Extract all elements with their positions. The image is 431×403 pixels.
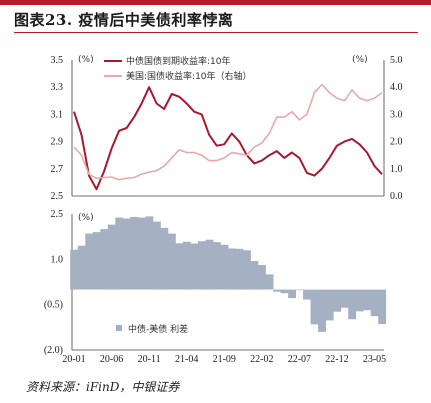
- spread-bar: [378, 289, 387, 325]
- spread-bar: [220, 244, 229, 290]
- spread-bar: [280, 289, 289, 294]
- right-axis-tick: 2.0: [390, 137, 403, 148]
- left-axis-tick: 3.5: [51, 55, 64, 66]
- page-title: 图表23. 疫情后中美债利率悖离: [14, 11, 234, 29]
- spread-bar: [107, 224, 116, 290]
- spread-bar: [355, 289, 364, 312]
- spread-area-layer: [70, 216, 387, 332]
- legend-swatch-spread: [116, 325, 122, 331]
- unit-bottom-label: (%): [78, 213, 94, 223]
- spread-bar: [288, 289, 296, 299]
- legend-label-us10y: 美国:国债收益率:10年（右轴）: [126, 70, 252, 82]
- spread-bar: [122, 218, 131, 290]
- top-accent-bar: [0, 0, 431, 5]
- left-axis-tick-labels: 3.5 3.3 3.1 2.9 2.7 2.5: [51, 55, 64, 202]
- spread-bar: [160, 227, 169, 290]
- spread-bar: [273, 289, 281, 292]
- spread-bar: [265, 274, 274, 290]
- left-axis-tick: 3.3: [51, 82, 64, 93]
- x-axis-tick: 20-01: [62, 354, 85, 365]
- spread-bar: [175, 243, 184, 290]
- spread-bar: [363, 289, 372, 311]
- x-axis-tick: 20-06: [100, 354, 123, 365]
- spread-bar: [325, 289, 334, 321]
- spread-bar: [198, 241, 206, 290]
- spread-bar: [152, 221, 161, 290]
- us10y-yield-line: [73, 83, 383, 181]
- spread-bar: [333, 289, 342, 312]
- x-axis-tick: 20-11: [138, 354, 161, 365]
- bottom-axis-tick: (2.0): [44, 345, 63, 356]
- spread-bar: [137, 217, 146, 290]
- spread-bar: [205, 239, 214, 290]
- spread-bar: [100, 229, 109, 290]
- left-axis-tick: 2.7: [51, 164, 64, 175]
- legend-label-cn10y: 中债国债到期收益率:10年: [126, 55, 231, 67]
- title-divider: [14, 32, 418, 33]
- left-axis-tick: 3.1: [51, 109, 64, 120]
- spread-bar: [92, 232, 101, 290]
- spread-bar: [190, 243, 199, 290]
- unit-right-label: (%): [352, 55, 368, 65]
- spread-bar: [145, 216, 154, 290]
- left-axis-tick: 2.5: [51, 191, 64, 202]
- spread-bar: [213, 242, 221, 290]
- unit-left-label: (%): [78, 55, 94, 65]
- spread-bar: [303, 289, 311, 300]
- spread-bar: [348, 289, 357, 320]
- spread-bar: [243, 250, 251, 290]
- spread-bar: [295, 289, 304, 291]
- x-axis-tick: 22-12: [325, 354, 348, 365]
- spread-bar: [310, 289, 319, 325]
- bottom-axis-tick: 2.5: [51, 209, 64, 220]
- spread-bar: [182, 241, 191, 290]
- x-axis-tick: 23-05: [363, 354, 386, 365]
- bottom-axis-tick: (0.5): [44, 300, 63, 311]
- right-axis-tick-labels: 5.0 4.0 3.0 2.0 1.0 0.0: [390, 55, 403, 202]
- spread-bar: [130, 217, 139, 290]
- left-axis-tick: 2.9: [51, 137, 64, 148]
- bottom-axis-tick-labels: 2.5 1.0 (0.5) (2.0): [44, 209, 63, 356]
- x-axis-tick: 22-02: [250, 354, 273, 365]
- right-axis-tick: 0.0: [390, 191, 403, 202]
- x-axis-tick: 21-04: [175, 354, 198, 365]
- line-series-layer: [73, 83, 383, 191]
- spread-bar: [70, 249, 79, 290]
- source-note: 资料来源：iFinD，中银证券: [26, 380, 180, 394]
- x-axis-tick: 21-09: [213, 354, 236, 365]
- spread-bar: [318, 289, 326, 332]
- spread-bar: [340, 289, 349, 308]
- spread-bar: [250, 261, 259, 290]
- right-axis-tick: 4.0: [390, 82, 403, 93]
- spread-bar: [167, 233, 176, 290]
- spread-bar: [77, 245, 86, 290]
- right-axis-tick: 5.0: [390, 55, 403, 66]
- right-axis-tick: 3.0: [390, 109, 403, 120]
- right-axis-tick: 1.0: [390, 164, 403, 175]
- spread-bar: [235, 248, 244, 290]
- spread-bar: [258, 265, 266, 290]
- spread-bar: [85, 233, 94, 290]
- cn10y-yield-line: [73, 86, 383, 191]
- bottom-axis-tick: 1.0: [51, 254, 64, 265]
- spread-bar: [370, 289, 379, 317]
- legend-label-spread: 中债-美债 利差: [128, 323, 188, 335]
- spread-bar: [115, 217, 124, 290]
- x-axis-tick: 22-07: [288, 354, 311, 365]
- x-axis-tick-labels: 20-01 20-06 20-11 21-04 21-09 22-02 22-07 22-12…: [62, 354, 386, 365]
- spread-bar: [228, 248, 236, 290]
